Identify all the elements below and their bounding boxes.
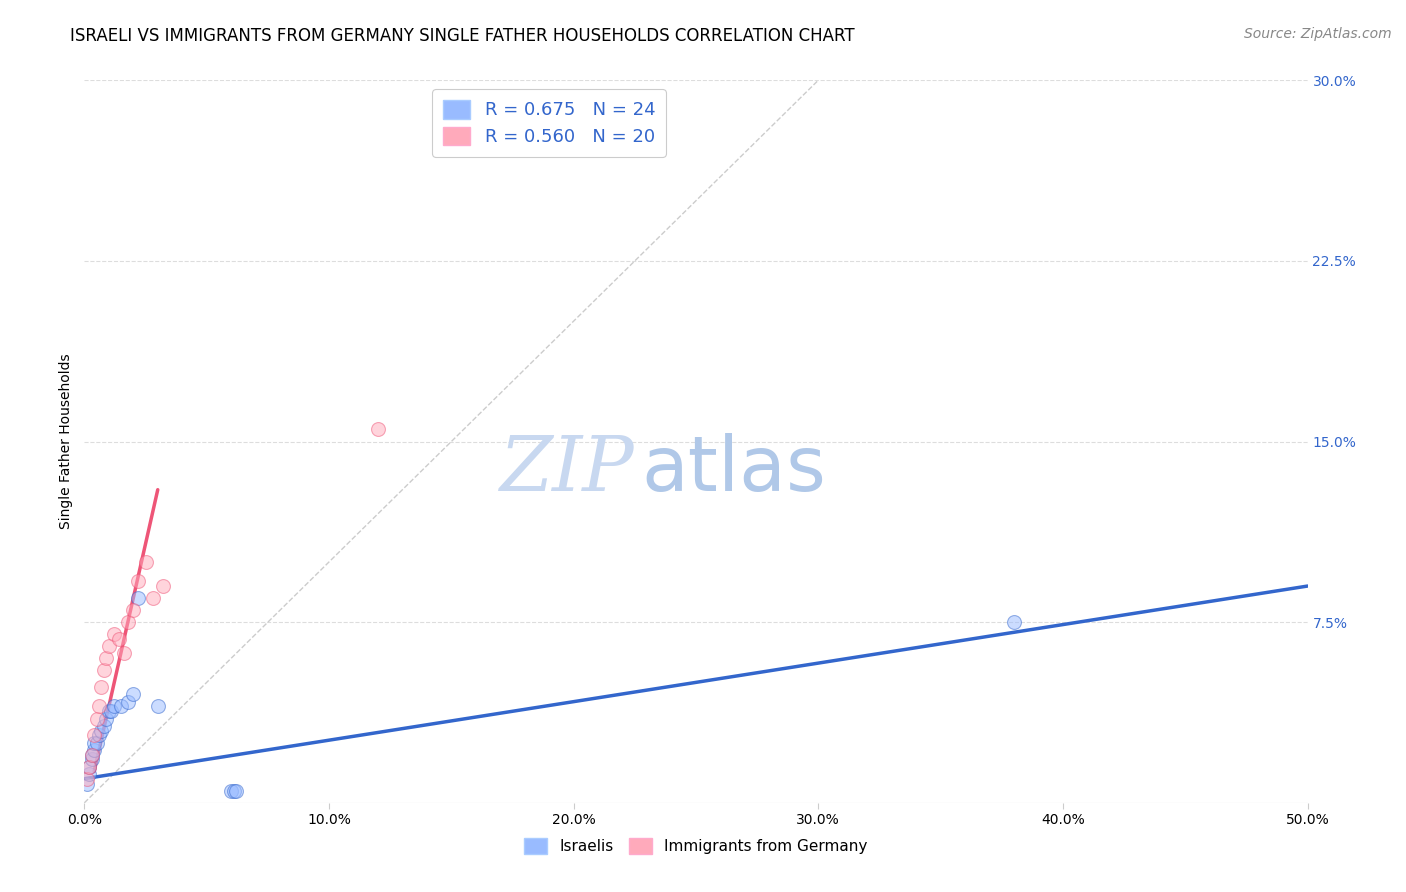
Point [96, 651, 118, 665]
Text: ISRAELI VS IMMIGRANTS FROM GERMANY SINGLE FATHER HOUSEHOLDS CORRELATION CHART: ISRAELI VS IMMIGRANTS FROM GERMANY SINGL… [70, 27, 855, 45]
Point [87, 699, 110, 714]
Y-axis label: Single Father Households: Single Father Households [59, 354, 73, 529]
Point [122, 687, 145, 701]
Point [93, 719, 115, 733]
Point [127, 574, 149, 589]
Point [83, 728, 105, 742]
Point [90, 723, 112, 738]
Point [103, 699, 125, 714]
Point [80, 747, 103, 762]
Point [152, 579, 174, 593]
Point [103, 627, 125, 641]
Point [117, 615, 139, 630]
Point [219, 784, 242, 798]
Point [112, 647, 135, 661]
Point [135, 555, 157, 569]
Legend: Israelis, Immigrants from Germany: Israelis, Immigrants from Germany [519, 832, 873, 860]
Point [80, 747, 103, 762]
Point [222, 784, 245, 798]
Text: atlas: atlas [641, 434, 825, 508]
Point [127, 591, 149, 605]
Point [122, 603, 145, 617]
Text: ZIP: ZIP [501, 434, 636, 508]
Point [146, 699, 169, 714]
Point [80, 752, 103, 766]
Point [90, 680, 112, 694]
Point [367, 422, 389, 436]
Point [86, 735, 108, 749]
Point [77, 760, 100, 774]
Point [86, 712, 108, 726]
Point [100, 704, 122, 718]
Point [107, 632, 129, 646]
Point [1002, 615, 1025, 630]
Point [93, 664, 115, 678]
Point [97, 639, 120, 653]
Text: Source: ZipAtlas.com: Source: ZipAtlas.com [1244, 27, 1392, 41]
Point [225, 784, 247, 798]
Point [117, 695, 139, 709]
Point [76, 776, 98, 790]
Point [96, 712, 118, 726]
Point [142, 591, 165, 605]
Point [110, 699, 132, 714]
Point [76, 772, 98, 786]
Point [77, 760, 100, 774]
Point [83, 735, 105, 749]
Point [87, 728, 110, 742]
Point [83, 743, 105, 757]
Point [97, 704, 120, 718]
Point [77, 767, 100, 781]
